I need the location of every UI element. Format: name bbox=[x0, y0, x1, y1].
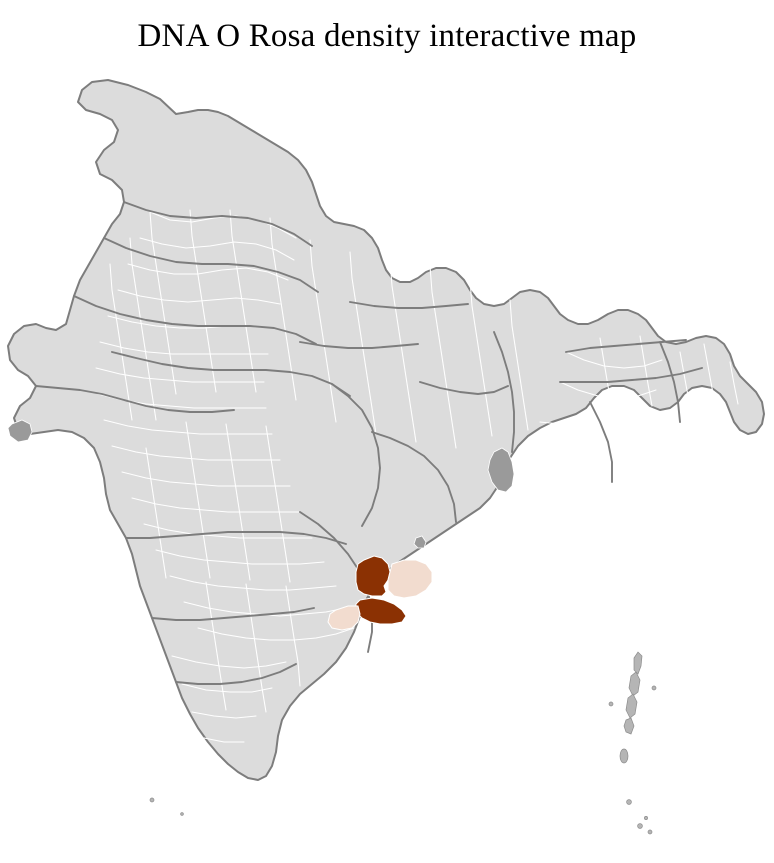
state-border-bengal bbox=[493, 331, 515, 453]
highlighted-district-east[interactable] bbox=[387, 559, 433, 599]
state-border-chhattisgarh bbox=[331, 383, 381, 527]
lakshadweep-island-b bbox=[180, 812, 184, 816]
state-border-odisha bbox=[371, 431, 457, 523]
state-border-north bbox=[103, 237, 319, 293]
nicobar-island-small-b bbox=[608, 701, 614, 707]
kutch-patch bbox=[7, 419, 33, 443]
state-border-jharkhand bbox=[419, 381, 509, 395]
mainland-india[interactable] bbox=[7, 79, 765, 781]
andaman-island-north bbox=[633, 651, 643, 675]
nicobar-island-car bbox=[619, 748, 629, 764]
highlighted-districts[interactable] bbox=[327, 555, 433, 631]
state-border-tn bbox=[175, 663, 297, 685]
state-border-rajasthan bbox=[73, 295, 317, 345]
nicobar-island-small-c bbox=[626, 799, 632, 805]
state-border-karnataka bbox=[151, 607, 315, 621]
andaman-island-lower bbox=[623, 717, 635, 735]
india-landmass bbox=[7, 79, 765, 781]
state-border-maharashtra bbox=[125, 531, 347, 545]
state-border-bihar-up bbox=[349, 301, 469, 309]
highlighted-district-southwest[interactable] bbox=[327, 605, 361, 631]
lakshadweep-island bbox=[149, 797, 155, 803]
sundarbans-patch bbox=[487, 447, 515, 493]
state-border-gujarat bbox=[35, 385, 235, 413]
national-outline bbox=[7, 79, 765, 781]
page-title: DNA O Rosa density interactive map bbox=[137, 18, 637, 54]
highlighted-district-south[interactable] bbox=[355, 597, 407, 625]
state-border-jk bbox=[123, 201, 313, 247]
state-border-assam bbox=[565, 339, 687, 353]
andaman-island-mid bbox=[628, 671, 641, 697]
state-boundaries bbox=[35, 201, 703, 685]
india-outline bbox=[7, 79, 765, 781]
state-border-ne-south bbox=[589, 401, 613, 483]
state-border-up-mp bbox=[299, 341, 419, 349]
nicobar-island-small-a bbox=[651, 685, 657, 691]
highlighted-district-north[interactable] bbox=[355, 555, 391, 597]
andaman-island-south bbox=[625, 693, 638, 719]
district-boundaries bbox=[95, 209, 739, 743]
coastal-patch-a bbox=[413, 535, 427, 549]
nicobar-island-small-e bbox=[647, 829, 653, 835]
island-territories bbox=[149, 651, 657, 835]
state-border-ne-east bbox=[659, 341, 681, 423]
india-map-canvas[interactable] bbox=[0, 52, 774, 863]
state-border-mp bbox=[111, 351, 351, 397]
nicobar-island-small-f bbox=[644, 816, 648, 820]
nicobar-island-small-d bbox=[637, 823, 643, 829]
state-border-ne bbox=[559, 367, 703, 383]
